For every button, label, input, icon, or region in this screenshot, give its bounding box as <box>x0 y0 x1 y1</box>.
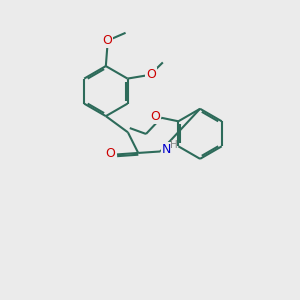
Text: N: N <box>161 142 171 156</box>
Text: O: O <box>102 34 112 47</box>
Text: H: H <box>170 140 178 150</box>
Text: O: O <box>150 110 160 123</box>
Text: O: O <box>106 147 116 160</box>
Text: O: O <box>146 68 156 81</box>
